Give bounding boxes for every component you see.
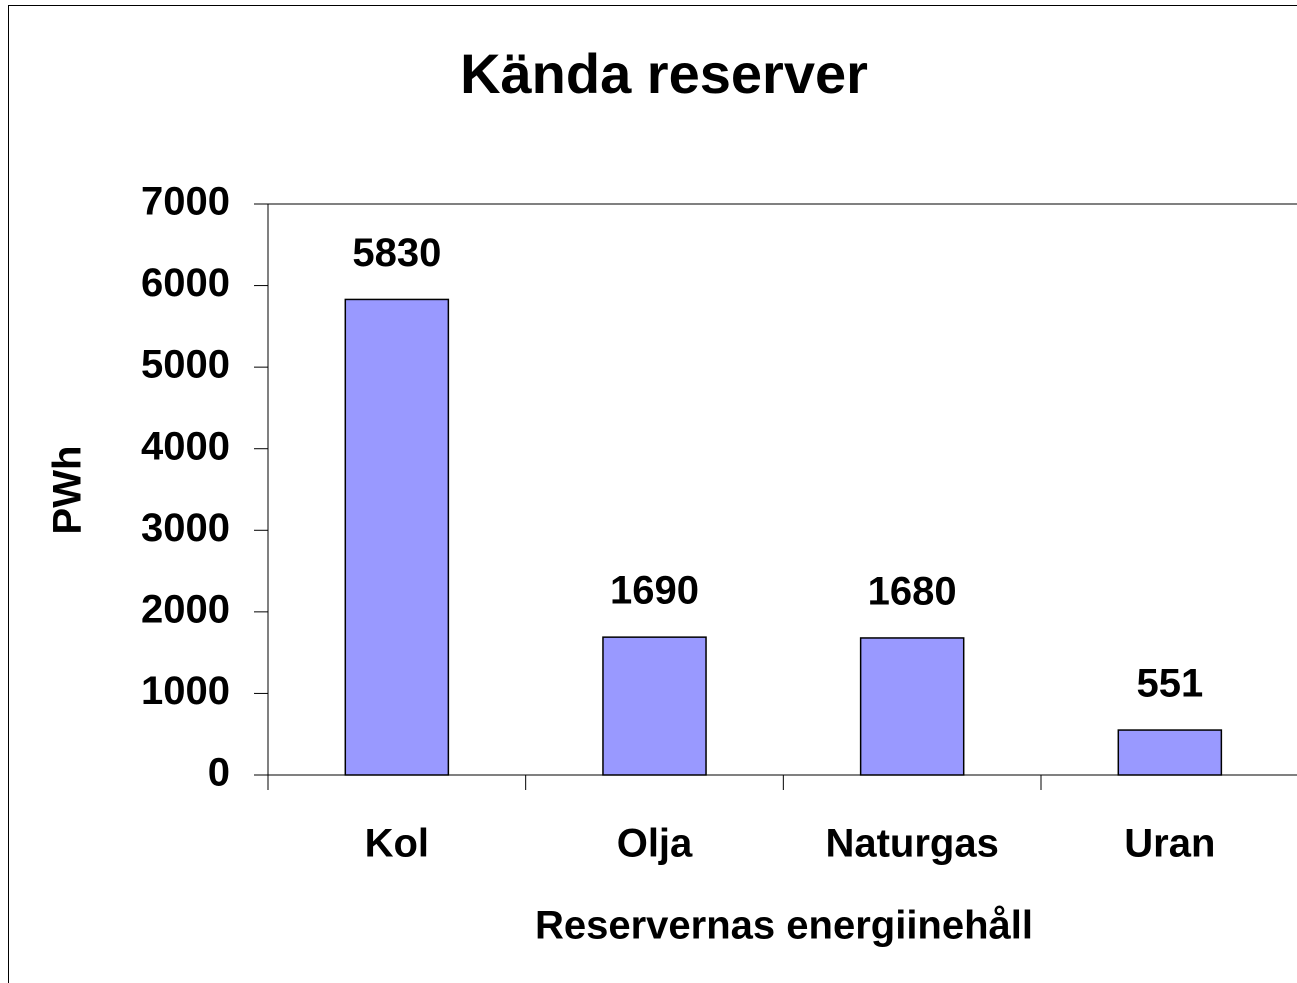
y-tick-label: 2000 [141, 587, 230, 631]
y-tick-label: 3000 [141, 506, 230, 550]
y-tick-label: 6000 [141, 261, 230, 305]
bar [859, 637, 965, 776]
y-tick-label: 7000 [141, 180, 230, 224]
bar [1117, 729, 1223, 776]
y-axis-label: PWh [46, 446, 90, 535]
y-tick-label: 1000 [141, 669, 230, 713]
bar [602, 636, 707, 776]
x-tick-label: Kol [365, 822, 429, 866]
x-tick-label: Uran [1124, 822, 1215, 866]
chart-title: Kända reserver [460, 42, 868, 105]
y-tick-label: 4000 [141, 424, 230, 468]
data-label: 551 [1136, 662, 1203, 706]
data-label: 1680 [868, 570, 957, 614]
frame [8, 5, 1297, 983]
x-tick-label: Olja [617, 822, 693, 866]
y-tick-label: 0 [208, 751, 230, 795]
data-label: 5830 [352, 231, 441, 275]
x-axis-label: Reservernas energiinehåll [535, 904, 1033, 948]
y-tick-label: 5000 [141, 343, 230, 387]
x-tick-label: Naturgas [825, 822, 998, 866]
bar [344, 298, 450, 776]
data-label: 1690 [610, 569, 699, 613]
